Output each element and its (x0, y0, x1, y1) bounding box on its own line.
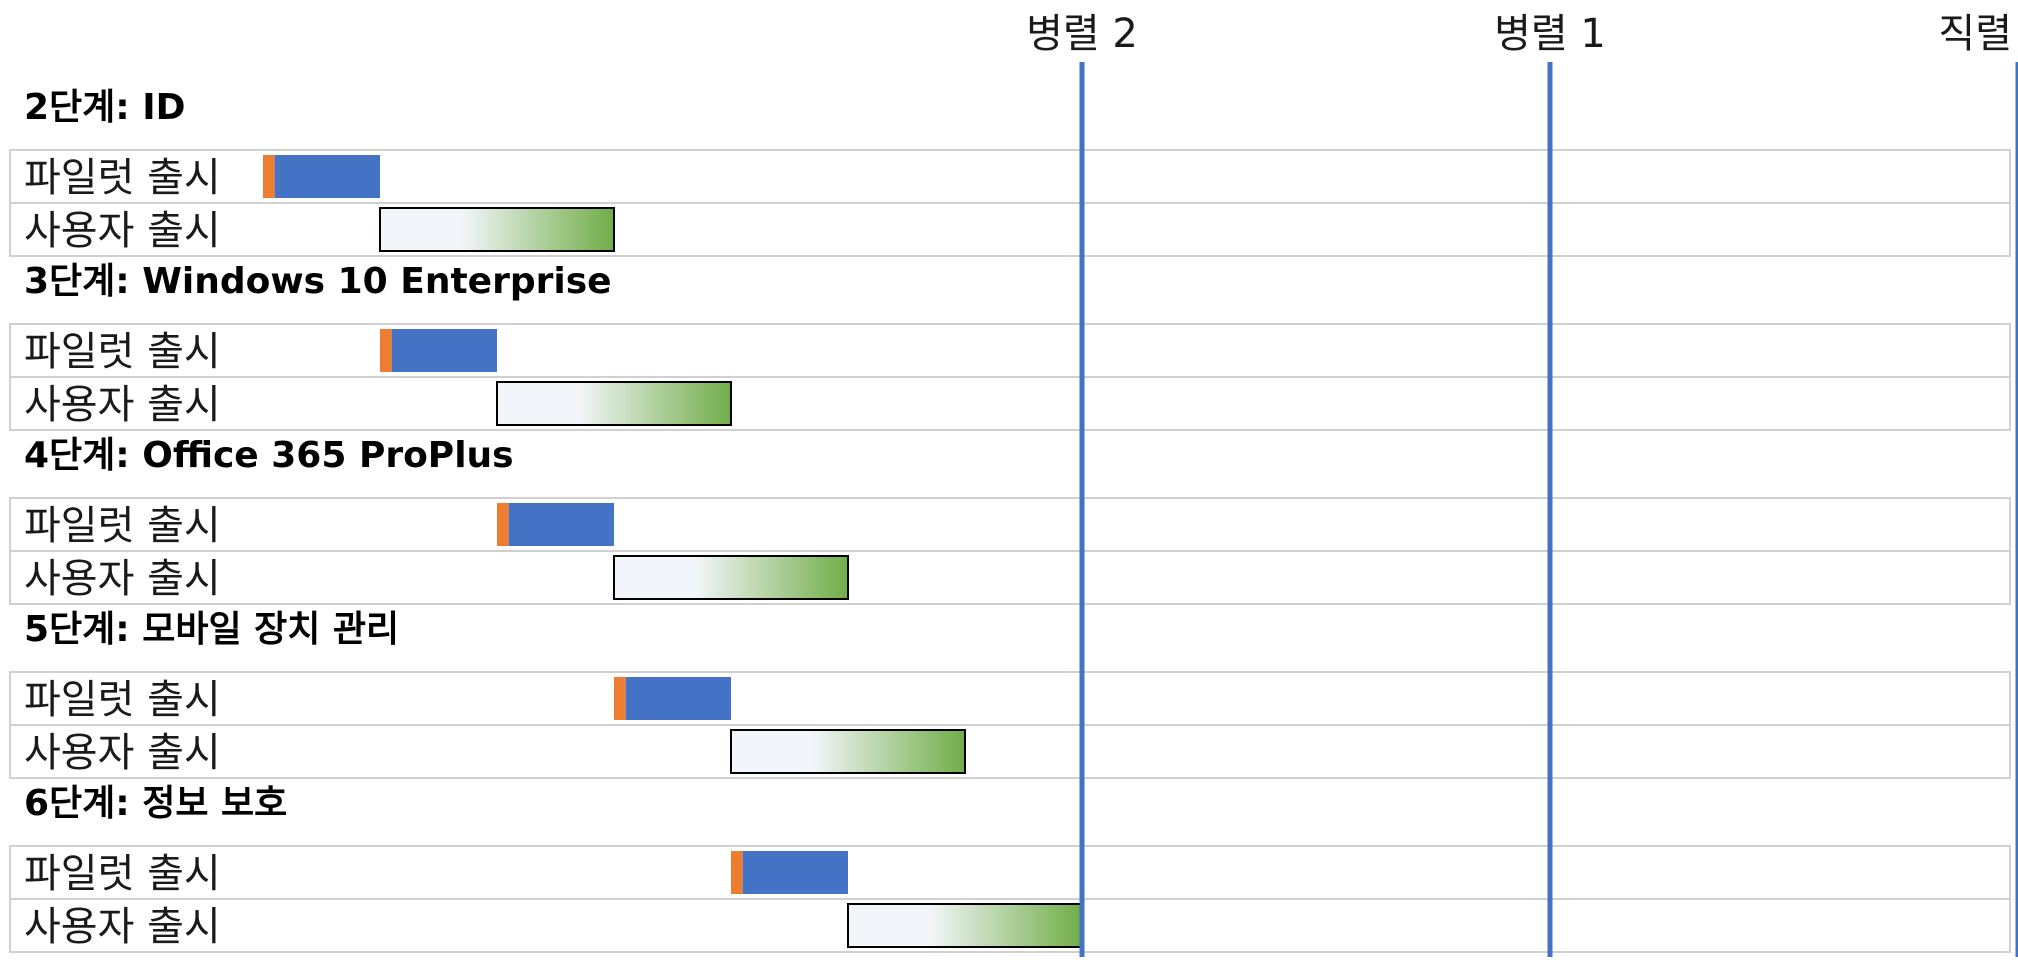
row-label: 사용자 출시 (24, 382, 221, 428)
milestone-label: 병렬 2 (1026, 11, 1138, 57)
row-label: 사용자 출시 (24, 556, 221, 602)
table-row (9, 845, 2011, 900)
table-row (9, 497, 2011, 552)
pilot-prep-bar (380, 329, 392, 372)
row-label: 사용자 출시 (24, 208, 221, 254)
pilot-rollout-bar (625, 677, 731, 720)
row-label: 사용자 출시 (24, 730, 221, 776)
user-rollout-bar (730, 729, 966, 774)
row-label: 파일럿 출시 (24, 503, 221, 549)
phase-title: 5단계: 모바일 장치 관리 (24, 609, 399, 650)
pilot-rollout-bar (742, 851, 848, 894)
phase-title: 2단계: ID (24, 87, 186, 128)
pilot-prep-bar (614, 677, 626, 720)
pilot-rollout-bar (391, 329, 497, 372)
pilot-rollout-bar (274, 155, 380, 198)
pilot-rollout-bar (508, 503, 614, 546)
row-label: 사용자 출시 (24, 904, 221, 950)
task-bars (263, 155, 1083, 948)
pilot-prep-bar (497, 503, 509, 546)
user-rollout-bar (847, 903, 1083, 948)
table-row (9, 376, 2011, 431)
phase-title: 6단계: 정보 보호 (24, 783, 287, 824)
task-rows (9, 149, 2011, 953)
table-row (9, 202, 2011, 257)
phase-title: 4단계: Office 365 ProPlus (24, 435, 514, 476)
user-rollout-bar (496, 381, 732, 426)
table-row (9, 724, 2011, 779)
row-label: 파일럿 출시 (24, 851, 221, 897)
pilot-prep-bar (263, 155, 275, 198)
row-label: 파일럿 출시 (24, 155, 221, 201)
table-row (9, 550, 2011, 605)
user-rollout-bar (379, 207, 615, 252)
phase-title: 3단계: Windows 10 Enterprise (24, 261, 612, 302)
user-rollout-bar (613, 555, 849, 600)
pilot-prep-bar (731, 851, 743, 894)
milestone-label: 병렬 1 (1494, 11, 1606, 57)
row-label: 파일럿 출시 (24, 677, 221, 723)
milestone-label: 직렬 (1938, 11, 2012, 57)
milestone-lines (1079, 62, 2018, 957)
row-label: 파일럿 출시 (24, 329, 221, 375)
table-row (9, 671, 2011, 726)
table-row (9, 323, 2011, 378)
